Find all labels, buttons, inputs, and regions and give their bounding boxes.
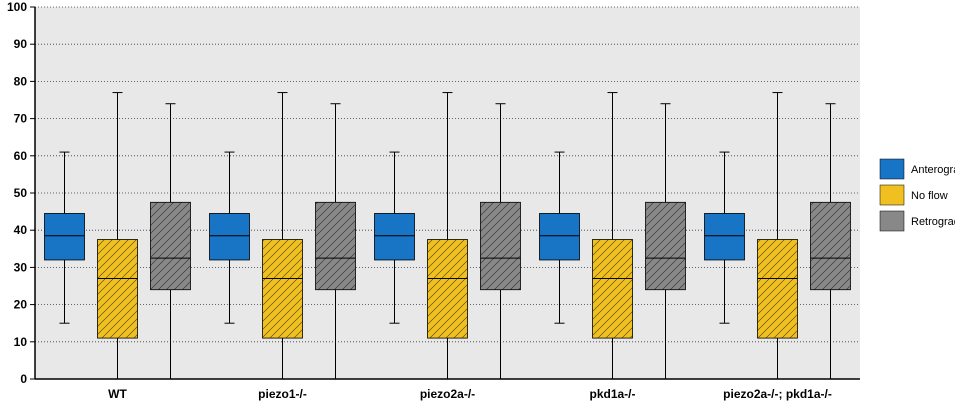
category-label: piezo2a-/-: [420, 387, 475, 401]
box-body: [44, 213, 85, 261]
y-tick-label: 80: [14, 74, 28, 88]
y-tick-label: 40: [14, 223, 28, 237]
category-label: piezo2a-/-; pkd1a-/-: [723, 387, 832, 401]
box-no-flow: [97, 92, 138, 379]
box-body: [374, 213, 415, 261]
box-retrograde: [810, 103, 851, 379]
box-hatch: [427, 239, 468, 339]
box-anterograde: [209, 151, 250, 324]
legend-item: No flow: [879, 184, 948, 206]
box-retrograde: [315, 103, 356, 379]
box-retrograde: [645, 103, 686, 379]
y-tick-label: 0: [20, 372, 27, 386]
box-retrograde: [480, 103, 521, 379]
x-axis-category-labels: WT piezo1-/- piezo2a-/- pkd1a-/- piezo2a-/-;…: [108, 387, 832, 401]
y-tick-label: 50: [14, 186, 28, 200]
legend-swatch: [879, 184, 905, 206]
axes: [34, 7, 860, 380]
box-anterograde: [704, 151, 745, 324]
box-hatch: [262, 239, 303, 339]
box-hatch: [97, 239, 138, 339]
box-anterograde: [374, 151, 415, 324]
box-anterograde: [539, 151, 580, 324]
legend-label: Retrograde: [911, 216, 955, 228]
box-no-flow: [427, 92, 468, 379]
y-tick-label: 90: [14, 37, 28, 51]
y-axis-ticks: 0 10 20 30 40 50 60 70 80 90 100: [7, 0, 35, 386]
box-retrograde: [150, 103, 191, 379]
legend-label: Anterograde: [911, 164, 955, 176]
y-tick-label: 20: [14, 298, 28, 312]
legend-swatch: [879, 210, 905, 232]
box-hatch: [757, 239, 798, 339]
box-no-flow: [757, 92, 798, 379]
legend-swatch: [879, 158, 905, 180]
box-series: [44, 92, 851, 379]
box-no-flow: [262, 92, 303, 379]
box-hatch: [315, 202, 356, 290]
y-tick-label: 60: [14, 149, 28, 163]
box-body: [704, 213, 745, 261]
box-hatch: [480, 202, 521, 290]
y-tick-label: 10: [14, 335, 28, 349]
box-hatch: [592, 239, 633, 339]
box-no-flow: [592, 92, 633, 379]
y-tick-label: 70: [14, 112, 28, 126]
y-tick-label: 30: [14, 260, 28, 274]
category-label: pkd1a-/-: [589, 387, 635, 401]
y-tick-label: 100: [7, 0, 27, 14]
box-hatch: [645, 202, 686, 290]
category-label: WT: [108, 387, 127, 401]
legend[interactable]: Anterograde No flow Retrograde: [879, 158, 955, 232]
box-body: [209, 213, 250, 261]
legend-item: Anterograde: [879, 158, 955, 180]
box-hatch: [150, 202, 191, 290]
box-anterograde: [44, 151, 85, 324]
category-label: piezo1-/-: [258, 387, 307, 401]
legend-item: Retrograde: [879, 210, 955, 232]
legend-label: No flow: [911, 190, 948, 202]
box-hatch: [810, 202, 851, 290]
box-body: [539, 213, 580, 261]
